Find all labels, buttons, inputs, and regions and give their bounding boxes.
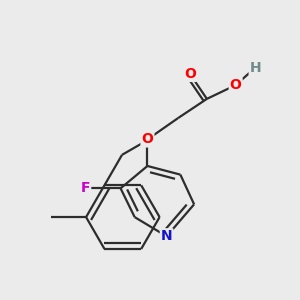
Text: F: F bbox=[81, 182, 90, 195]
Text: H: H bbox=[250, 61, 261, 74]
Text: O: O bbox=[230, 78, 242, 92]
Text: O: O bbox=[142, 133, 153, 146]
Text: O: O bbox=[184, 67, 196, 81]
Text: N: N bbox=[161, 229, 172, 243]
